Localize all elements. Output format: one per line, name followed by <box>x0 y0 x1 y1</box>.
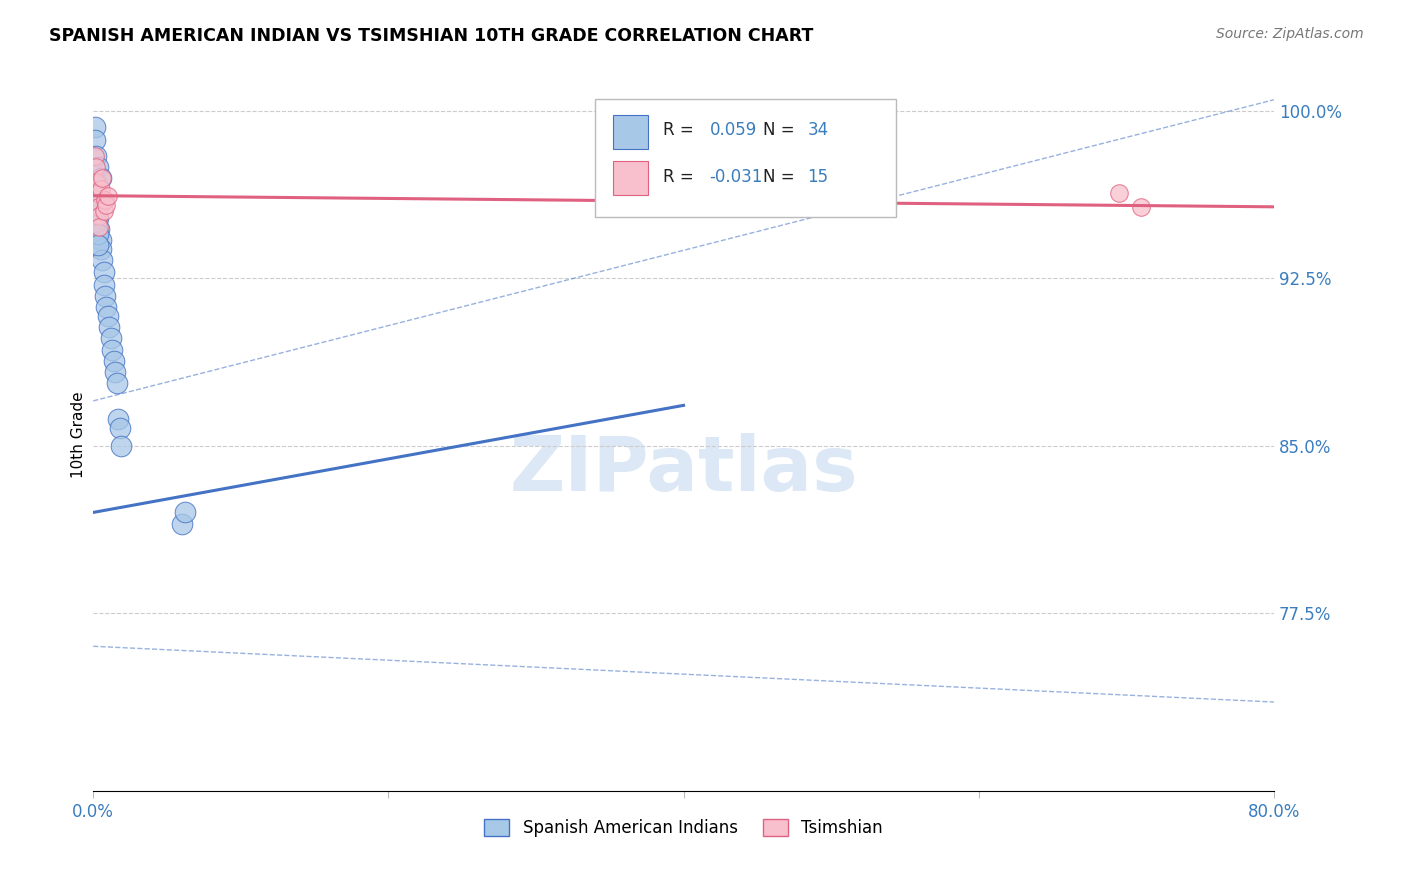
Text: 15: 15 <box>807 169 828 186</box>
Point <box>93 204 115 219</box>
Point <box>91 170 114 185</box>
Point <box>84 215 107 229</box>
FancyBboxPatch shape <box>595 99 896 217</box>
Point <box>84 204 107 219</box>
Text: ZIPatlas: ZIPatlas <box>509 433 858 507</box>
Point <box>90 170 112 185</box>
Point <box>173 505 195 519</box>
Point <box>84 148 107 162</box>
Point <box>105 376 128 390</box>
Text: R =: R = <box>664 169 699 186</box>
Text: N =: N = <box>762 169 800 186</box>
Point <box>1108 186 1130 201</box>
Point <box>104 365 127 379</box>
Point <box>101 343 124 357</box>
Text: 34: 34 <box>807 120 828 138</box>
Point <box>98 320 121 334</box>
Legend: Spanish American Indians, Tsimshian: Spanish American Indians, Tsimshian <box>478 812 890 844</box>
Point <box>1130 200 1153 214</box>
Text: Source: ZipAtlas.com: Source: ZipAtlas.com <box>1216 27 1364 41</box>
Point <box>97 309 120 323</box>
Point <box>87 222 110 236</box>
Point <box>86 227 108 241</box>
Point <box>87 209 110 223</box>
Point <box>108 420 131 434</box>
Point <box>93 264 115 278</box>
Point <box>84 175 107 189</box>
Text: N =: N = <box>762 120 800 138</box>
Point <box>96 197 118 211</box>
Point <box>86 188 108 202</box>
Point <box>90 242 112 256</box>
Point <box>86 237 108 252</box>
Y-axis label: 10th Grade: 10th Grade <box>72 391 86 478</box>
Point <box>110 438 132 452</box>
Point <box>100 331 122 345</box>
FancyBboxPatch shape <box>613 161 648 195</box>
Text: -0.031: -0.031 <box>710 169 763 186</box>
Point <box>170 516 193 531</box>
Point <box>84 160 107 174</box>
Point <box>91 253 114 268</box>
Point <box>90 233 112 247</box>
Point <box>83 193 105 207</box>
Point <box>96 300 118 314</box>
Point <box>86 186 108 201</box>
Point <box>87 197 110 211</box>
Point <box>93 277 115 292</box>
Point <box>83 120 105 134</box>
Text: SPANISH AMERICAN INDIAN VS TSIMSHIAN 10TH GRADE CORRELATION CHART: SPANISH AMERICAN INDIAN VS TSIMSHIAN 10T… <box>49 27 814 45</box>
Point <box>83 133 105 147</box>
Point <box>84 175 107 189</box>
Point <box>83 148 105 162</box>
Point <box>86 200 108 214</box>
Text: 0.059: 0.059 <box>710 120 756 138</box>
Point <box>94 289 117 303</box>
Point <box>94 193 117 207</box>
Point <box>86 211 108 225</box>
Point <box>97 188 120 202</box>
Point <box>87 219 110 234</box>
Point <box>103 353 125 368</box>
Text: R =: R = <box>664 120 699 138</box>
FancyBboxPatch shape <box>613 114 648 149</box>
Point <box>107 411 129 425</box>
Point <box>90 182 112 196</box>
Point <box>86 160 108 174</box>
